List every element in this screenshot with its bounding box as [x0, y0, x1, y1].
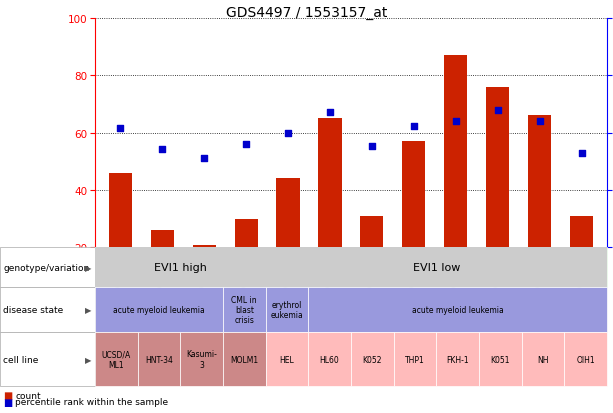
- Text: MOLM1: MOLM1: [230, 355, 258, 364]
- Bar: [444, 56, 467, 248]
- Bar: [486, 88, 509, 248]
- Text: ▶: ▶: [85, 263, 92, 272]
- Text: ▶: ▶: [85, 305, 92, 314]
- Text: EVI1 low: EVI1 low: [413, 262, 460, 273]
- Bar: [360, 216, 384, 248]
- Text: erythrol
eukemia: erythrol eukemia: [270, 300, 303, 319]
- Text: GDS4497 / 1553157_at: GDS4497 / 1553157_at: [226, 6, 387, 20]
- Point: [199, 155, 209, 162]
- Text: HEL: HEL: [280, 355, 294, 364]
- Point: [535, 119, 544, 125]
- Bar: [528, 116, 551, 248]
- Text: cell line: cell line: [3, 355, 39, 364]
- Point: [451, 119, 461, 125]
- Text: acute myeloid leukemia: acute myeloid leukemia: [412, 305, 503, 314]
- Bar: [192, 245, 216, 248]
- Text: CML in
blast
crisis: CML in blast crisis: [232, 295, 257, 325]
- Text: ▶: ▶: [85, 355, 92, 364]
- Point: [493, 107, 503, 114]
- Text: Kasumi-
3: Kasumi- 3: [186, 350, 217, 369]
- Point: [241, 141, 251, 148]
- Bar: [109, 173, 132, 248]
- Text: HL60: HL60: [320, 355, 340, 364]
- Text: disease state: disease state: [3, 305, 63, 314]
- Point: [115, 125, 125, 132]
- Text: OIH1: OIH1: [576, 355, 595, 364]
- Text: THP1: THP1: [405, 355, 425, 364]
- Point: [325, 109, 335, 116]
- Point: [283, 130, 293, 136]
- Text: genotype/variation: genotype/variation: [3, 263, 89, 272]
- Text: K051: K051: [490, 355, 510, 364]
- Text: ■: ■: [3, 390, 12, 400]
- Bar: [570, 216, 593, 248]
- Text: FKH-1: FKH-1: [446, 355, 469, 364]
- Bar: [276, 179, 300, 248]
- Bar: [151, 230, 173, 248]
- Text: count: count: [15, 391, 41, 400]
- Text: ■: ■: [3, 397, 12, 407]
- Bar: [318, 119, 341, 248]
- Text: K052: K052: [362, 355, 382, 364]
- Bar: [402, 142, 425, 248]
- Point: [158, 146, 167, 152]
- Point: [367, 144, 377, 150]
- Text: UCSD/A
ML1: UCSD/A ML1: [102, 350, 131, 369]
- Text: percentile rank within the sample: percentile rank within the sample: [15, 397, 169, 406]
- Text: EVI1 high: EVI1 high: [154, 262, 207, 273]
- Point: [577, 150, 587, 157]
- Bar: [235, 219, 257, 248]
- Point: [409, 123, 419, 130]
- Text: NH: NH: [537, 355, 549, 364]
- Text: HNT-34: HNT-34: [145, 355, 173, 364]
- Text: acute myeloid leukemia: acute myeloid leukemia: [113, 305, 205, 314]
